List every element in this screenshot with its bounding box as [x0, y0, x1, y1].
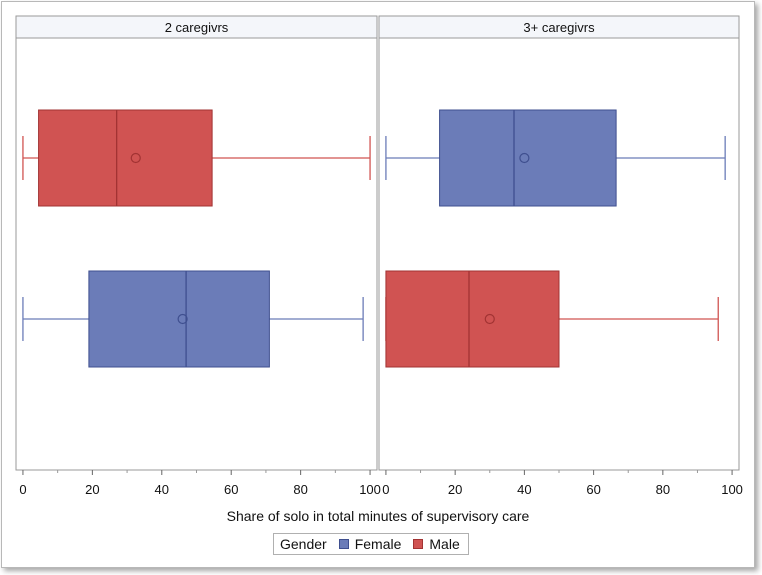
- x-tick-label: 0: [19, 482, 26, 497]
- panel-header: [378, 15, 740, 39]
- x-axis-label: Share of solo in total minutes of superv…: [227, 508, 530, 524]
- x-tick-label: 60: [586, 482, 600, 497]
- box-male: [22, 109, 371, 207]
- boxplot-chart: 2 caregivrs 0 20 40 60 80 100 3+ caregivrs 0 20 40…: [15, 15, 743, 524]
- mean-marker: [484, 313, 495, 325]
- panel-title: 3+ caregivrs: [523, 20, 595, 35]
- iqr-box: [38, 109, 213, 207]
- x-tick-label: 0: [382, 482, 389, 497]
- chart-frame: 2 caregivrs 0 20 40 60 80 100 3+ caregivrs 0 20 40…: [1, 1, 755, 568]
- legend-title: Gender: [280, 536, 327, 552]
- legend-item-male: Male: [409, 536, 467, 552]
- x-tick-label: 40: [517, 482, 531, 497]
- panel-header: [15, 15, 378, 39]
- x-tick-label: 80: [656, 482, 670, 497]
- x-tick-label: 100: [359, 482, 381, 497]
- legend: Gender Female Male: [273, 533, 469, 555]
- legend-swatch-female: [338, 539, 349, 549]
- box-female: [385, 109, 726, 207]
- x-tick-label: 40: [155, 482, 169, 497]
- x-tick-label: 20: [448, 482, 462, 497]
- iqr-box: [385, 270, 560, 368]
- x-tick-label: 60: [224, 482, 238, 497]
- panel-frame: [15, 15, 378, 471]
- mean-marker: [130, 152, 141, 164]
- panel-title: 2 caregivrs: [165, 20, 229, 35]
- mean-marker: [177, 313, 188, 325]
- legend-label-female: Female: [354, 536, 402, 552]
- iqr-box: [439, 109, 617, 207]
- legend-swatch-male: [413, 539, 424, 549]
- iqr-box: [88, 270, 270, 368]
- mean-marker: [519, 152, 530, 164]
- legend-item-female: Female: [335, 536, 410, 552]
- x-tick-label: 80: [293, 482, 307, 497]
- x-tick-label: 20: [85, 482, 99, 497]
- panel-frame: [378, 15, 740, 471]
- box-female: [22, 270, 364, 368]
- x-tick-label: 100: [721, 482, 743, 497]
- legend-label-male: Male: [429, 536, 460, 552]
- box-male: [385, 270, 719, 368]
- panels-layer: 2 caregivrs 0 20 40 60 80 100 3+ caregivrs 0 20 40…: [15, 15, 743, 497]
